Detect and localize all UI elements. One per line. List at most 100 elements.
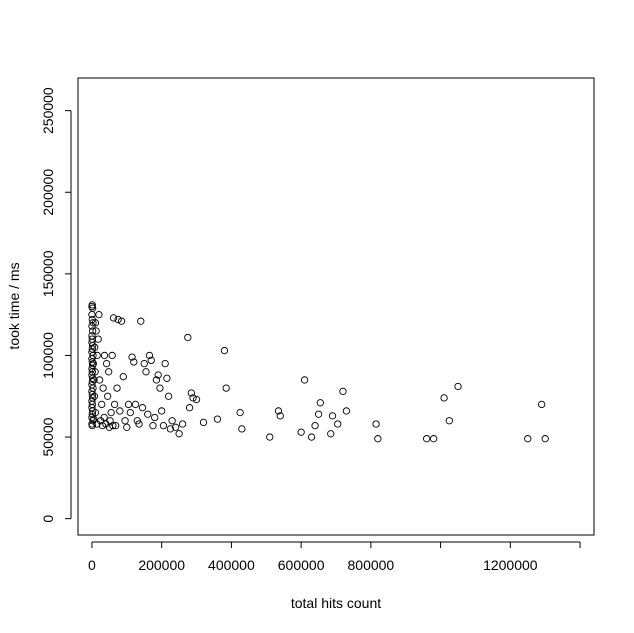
data-point: [114, 315, 122, 324]
data-point: [429, 435, 438, 443]
data-point: [112, 421, 120, 430]
data-point: [113, 384, 121, 392]
y-axis-label: took time / ms: [6, 262, 22, 349]
data-point: [238, 425, 246, 433]
data-point: [152, 376, 161, 384]
data-point: [108, 351, 116, 360]
data-point: [314, 410, 323, 418]
data-point: [103, 392, 112, 400]
data-point: [339, 387, 347, 396]
data-point: [138, 404, 147, 412]
data-point: [342, 407, 351, 415]
data-point: [135, 420, 143, 428]
data-point: [185, 404, 194, 412]
data-point: [156, 384, 164, 392]
data-point: [276, 412, 284, 420]
x-tick-label: 200000: [138, 557, 185, 573]
data-point: [98, 421, 107, 430]
data-point: [144, 410, 152, 418]
data-points: [88, 301, 549, 443]
data-point: [440, 394, 448, 402]
data-point: [311, 421, 319, 430]
data-point: [151, 413, 159, 422]
data-point: [297, 428, 305, 436]
data-point: [109, 314, 118, 322]
data-point: [124, 400, 133, 409]
data-point: [95, 376, 104, 384]
y-tick-label: 200000: [40, 169, 56, 216]
data-point: [316, 399, 324, 407]
data-point: [126, 408, 134, 417]
data-point: [88, 311, 96, 319]
data-point: [189, 394, 197, 402]
data-point: [100, 413, 108, 422]
data-point: [89, 319, 97, 327]
data-point: [128, 353, 136, 361]
data-point: [93, 351, 101, 360]
data-point: [178, 420, 187, 428]
y-tick-label: 50000: [40, 417, 56, 456]
data-point: [92, 327, 100, 335]
data-point: [328, 412, 337, 420]
y-tick-label: 150000: [40, 250, 56, 297]
data-point: [159, 421, 168, 430]
data-point: [161, 359, 169, 368]
data-point: [140, 359, 148, 368]
data-point: [123, 423, 131, 431]
data-point: [184, 333, 192, 342]
data-point: [117, 317, 126, 325]
data-point: [147, 356, 155, 365]
data-point: [89, 359, 97, 368]
data-point: [95, 311, 103, 319]
data-point: [149, 421, 157, 430]
x-axis: 0 200000 400000 600000 800000 1200000: [88, 541, 581, 573]
data-point: [222, 384, 230, 392]
data-point: [454, 382, 462, 391]
data-point: [199, 418, 208, 427]
data-point: [538, 400, 546, 409]
data-point: [102, 359, 111, 368]
data-point: [142, 368, 150, 376]
data-point: [91, 343, 99, 351]
data-point: [175, 430, 183, 438]
data-point: [130, 358, 138, 366]
data-point: [90, 392, 99, 400]
x-tick-label: 600000: [278, 557, 325, 573]
data-point: [98, 400, 106, 409]
data-point: [145, 351, 154, 360]
data-point: [137, 317, 145, 325]
data-point: [105, 368, 113, 376]
data-point: [334, 420, 342, 428]
data-point: [166, 425, 175, 433]
data-point: [236, 408, 244, 417]
data-point: [192, 395, 201, 404]
data-point: [88, 301, 96, 309]
data-point: [110, 400, 119, 409]
data-point: [88, 327, 97, 335]
y-tick-label: 0: [40, 515, 56, 523]
data-point: [91, 319, 100, 327]
data-point: [163, 374, 171, 382]
data-point: [168, 417, 176, 425]
data-point: [372, 420, 380, 428]
data-point: [107, 408, 115, 417]
y-tick-label: 250000: [40, 87, 56, 134]
data-point: [213, 415, 222, 423]
data-point: [524, 435, 532, 443]
x-tick-label: 400000: [208, 557, 255, 573]
data-point: [266, 433, 274, 441]
data-point: [154, 371, 162, 379]
data-point: [91, 408, 100, 417]
data-point: [106, 417, 114, 425]
data-point: [220, 346, 229, 355]
x-tick-label: 800000: [348, 557, 395, 573]
data-point: [94, 335, 102, 343]
data-point: [374, 435, 382, 443]
plot-frame: [77, 77, 595, 536]
x-tick-label: 1200000: [483, 557, 538, 573]
data-point: [171, 423, 180, 431]
x-tick-label: 0: [88, 557, 96, 573]
data-point: [164, 392, 173, 400]
data-point: [116, 407, 124, 415]
